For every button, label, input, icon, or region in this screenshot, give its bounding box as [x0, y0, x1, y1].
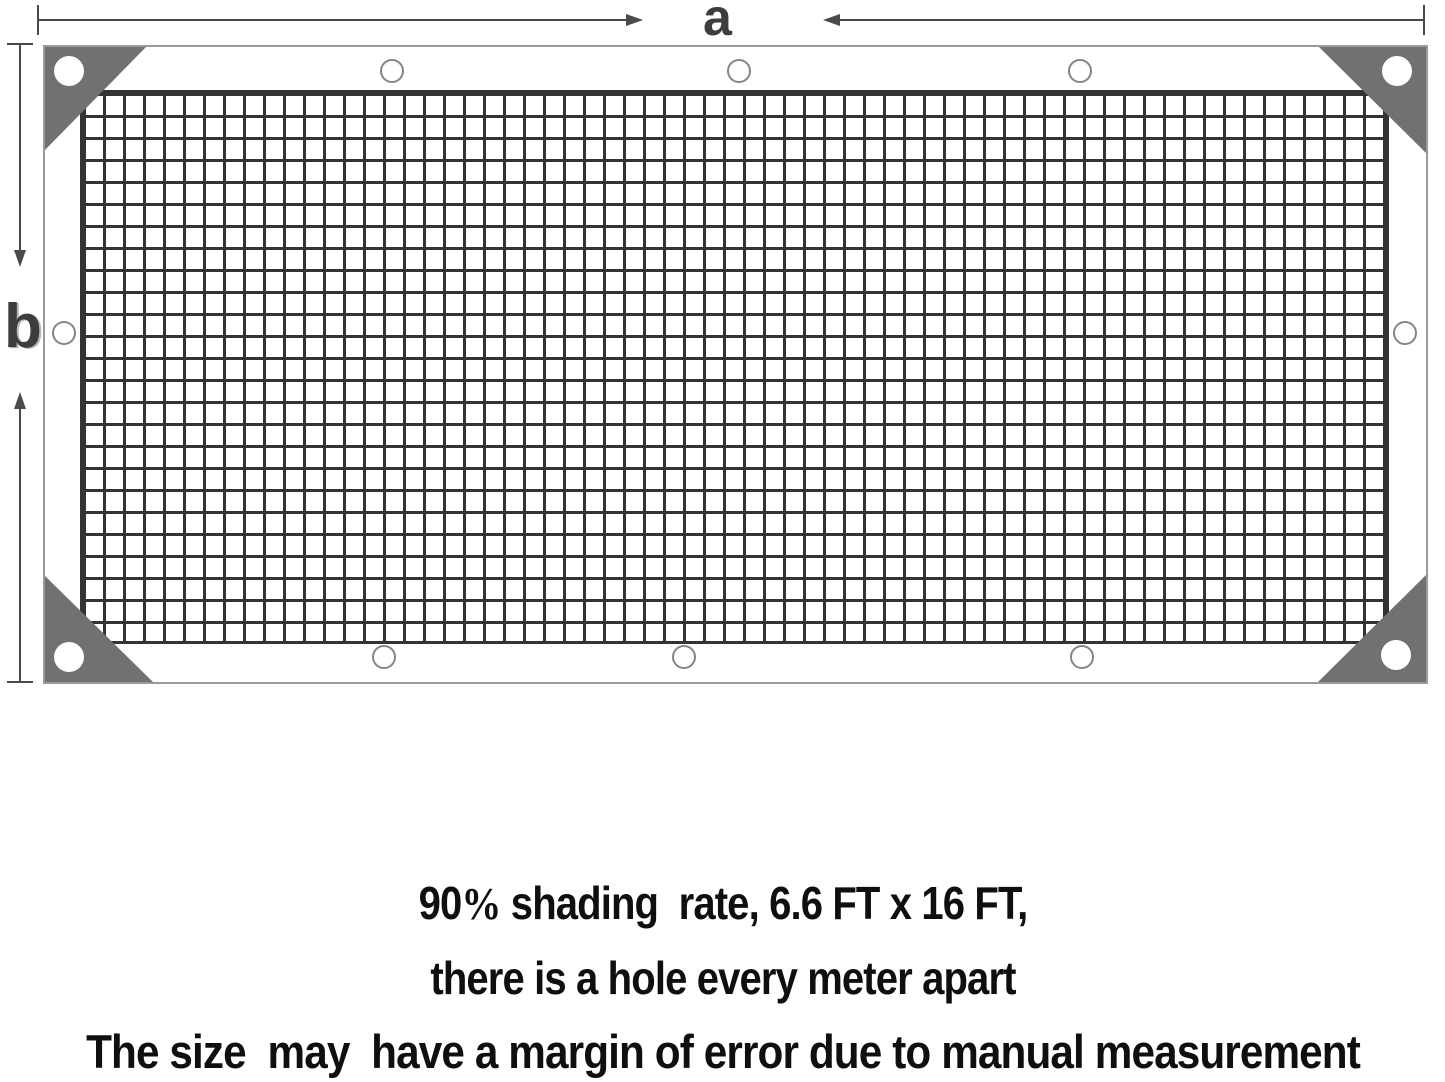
caption-hole-spacing: there is a hole every meter apart	[429, 952, 1016, 1004]
dimension-label-a: a	[703, 0, 732, 47]
caption-measurement-note: The size may have a margin of error due …	[85, 1025, 1361, 1078]
dim-a-right-line	[838, 19, 1424, 21]
arrow-up-icon	[14, 392, 26, 409]
arrow-right-icon	[626, 14, 643, 26]
shade-net-tarp	[43, 45, 1428, 684]
caption-line1-prefix: 90	[418, 877, 462, 929]
arrow-left-icon	[823, 14, 840, 26]
grommet-icon	[1070, 645, 1094, 669]
dim-b-bottom-tick	[7, 681, 33, 683]
dimension-label-b: b	[4, 292, 42, 361]
grommet-icon	[672, 645, 696, 669]
dim-a-left-line	[38, 19, 628, 21]
dim-b-lower-line	[19, 407, 21, 681]
grommet-icon	[372, 645, 396, 669]
caption-line1-rest: shading rate, 6.6 FT x 16 FT,	[500, 877, 1027, 929]
caption-shading-rate: 90% shading rate, 6.6 FT x 16 FT,	[418, 877, 1028, 929]
dim-b-upper-line	[19, 44, 21, 252]
grommet-icon	[54, 56, 84, 86]
grommet-icon	[1068, 59, 1092, 83]
grommet-icon	[1381, 640, 1411, 670]
shade-net-mesh	[80, 90, 1389, 644]
grommet-icon	[1393, 321, 1417, 345]
arrow-down-icon	[14, 250, 26, 267]
grommet-icon	[52, 321, 76, 345]
grommet-icon	[54, 642, 84, 672]
grommet-icon	[1382, 56, 1412, 86]
grommet-icon	[727, 59, 751, 83]
grommet-icon	[380, 59, 404, 83]
dim-a-right-tick	[1423, 5, 1425, 35]
percent-glyph: %	[460, 878, 501, 929]
